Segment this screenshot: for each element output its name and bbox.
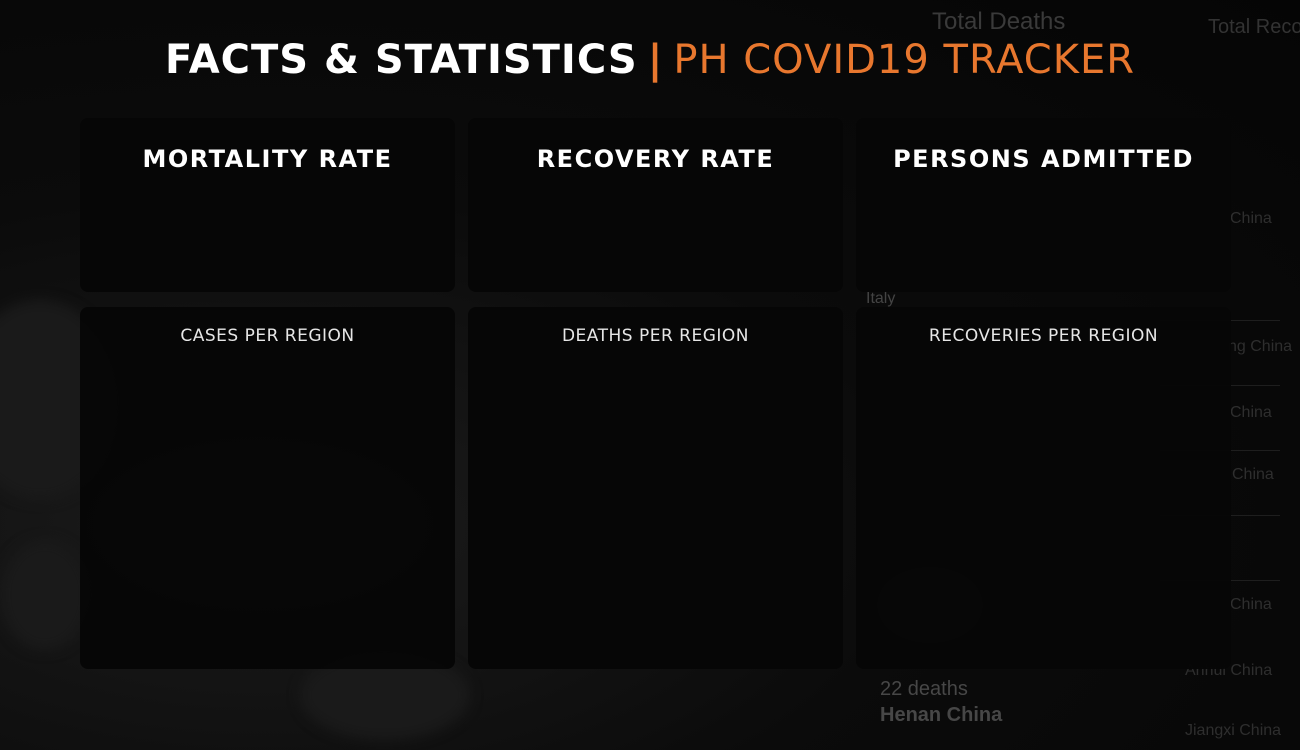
cases-per-region-label: CASES PER REGION — [180, 326, 355, 346]
mortality-rate-card: MORTALITY RATE — [80, 118, 455, 292]
page-title-main: FACTS & STATISTICS — [164, 37, 638, 83]
background-deaths-entry: 22 deaths — [880, 678, 968, 700]
background-region-entry: China — [1230, 210, 1272, 227]
page-title: FACTS & STATISTICS | PH COVID19 TRACKER — [0, 36, 1300, 84]
background-deaths-place: Henan China — [880, 704, 1003, 726]
background-region-entry: Jiangxi China — [1185, 722, 1282, 739]
recovery-rate-title: RECOVERY RATE — [536, 145, 775, 173]
background-region-entry: ng China — [1228, 338, 1293, 355]
persons-admitted-title: PERSONS ADMITTED — [893, 145, 1194, 173]
recoveries-per-region-card: RECOVERIES PER REGION — [856, 307, 1231, 669]
cases-per-region-card: CASES PER REGION — [80, 307, 455, 669]
recovery-rate-card: RECOVERY RATE — [468, 118, 843, 292]
page-title-sub: PH COVID19 TRACKER — [673, 37, 1136, 83]
background-region-entry: China — [1230, 404, 1272, 421]
persons-admitted-card: PERSONS ADMITTED — [856, 118, 1231, 292]
mortality-rate-title: MORTALITY RATE — [142, 145, 393, 173]
deaths-per-region-card: DEATHS PER REGION — [468, 307, 843, 669]
background-country-label: Italy — [866, 290, 896, 307]
background-region-entry: China — [1232, 466, 1274, 483]
background-total-recovered: Total Recov — [1208, 16, 1300, 38]
recoveries-per-region-label: RECOVERIES PER REGION — [928, 326, 1159, 346]
background-region-entry: China — [1230, 596, 1272, 613]
background-total-deaths: Total Deaths — [932, 8, 1066, 35]
title-separator: | — [647, 37, 664, 83]
deaths-per-region-label: DEATHS PER REGION — [561, 326, 750, 346]
background-map-blob — [0, 540, 90, 650]
